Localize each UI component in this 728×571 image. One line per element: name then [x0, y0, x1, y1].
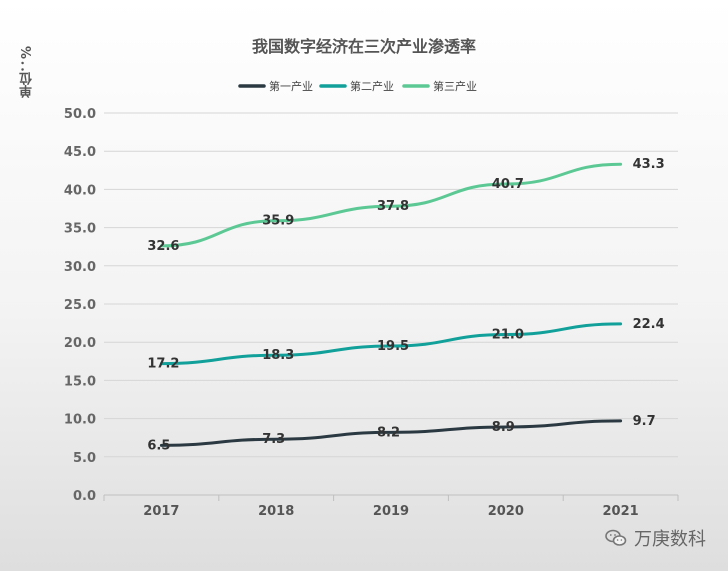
x-tick-label: 2019 [373, 504, 409, 519]
y-tick-label: 45.0 [64, 145, 96, 160]
y-tick-label: 35.0 [64, 222, 96, 237]
x-tick-label: 2018 [258, 504, 294, 519]
series-line [159, 322, 623, 366]
y-tick-label: 15.0 [64, 374, 96, 389]
data-label: 18.3 [262, 348, 294, 363]
data-label: 7.3 [262, 432, 285, 447]
watermark-text: 万庚数科 [634, 529, 706, 550]
data-label: 21.0 [492, 328, 524, 343]
y-tick-label: 20.0 [64, 336, 96, 351]
x-axis-ticks: 2017 2018 2019 2020 2021 [143, 504, 638, 519]
y-tick-label: 50.0 [64, 107, 96, 122]
data-label: 8.9 [492, 420, 515, 435]
series-line [159, 419, 623, 447]
data-labels: 6.5 7.3 8.2 8.9 9.7 17.2 18.3 19.5 21.0 22.4 32.6 3… [147, 157, 664, 453]
data-label: 32.6 [147, 239, 179, 254]
y-tick-label: 5.0 [73, 451, 96, 466]
series-line [159, 162, 623, 248]
data-label: 35.9 [262, 214, 294, 229]
y-axis-ticks: 0.0 5.0 10.0 15.0 20.0 25.0 30.0 35.0 40.0 45.0 50… [64, 107, 96, 504]
legend-label: 第二产业 [350, 79, 394, 93]
y-tick-label: 30.0 [64, 260, 96, 275]
series-lines [159, 162, 623, 447]
data-label: 9.7 [633, 414, 656, 429]
wechat-icon [605, 529, 627, 546]
data-label: 6.5 [147, 438, 170, 453]
legend: 第一产业 第二产业 第三产业 [238, 79, 477, 93]
y-tick-label: 25.0 [64, 298, 96, 313]
grid-lines [103, 112, 679, 501]
y-tick-label: 40.0 [64, 183, 96, 198]
legend-label: 第三产业 [433, 79, 477, 93]
data-label: 19.5 [377, 339, 409, 354]
data-label: 40.7 [492, 177, 524, 192]
x-tick-label: 2020 [488, 504, 524, 519]
data-label: 37.8 [377, 199, 409, 214]
data-label: 17.2 [147, 357, 179, 372]
y-axis-label: 单位：% [20, 46, 35, 99]
data-label: 22.4 [633, 317, 665, 332]
chart-title: 我国数字经济在三次产业渗透率 [252, 37, 476, 56]
data-label: 43.3 [633, 157, 665, 172]
legend-label: 第一产业 [269, 79, 313, 93]
x-tick-label: 2021 [603, 504, 639, 519]
x-tick-label: 2017 [143, 504, 179, 519]
y-tick-label: 0.0 [73, 489, 96, 504]
watermark: 万庚数科 [604, 525, 706, 551]
y-tick-label: 10.0 [64, 413, 96, 428]
data-label: 8.2 [377, 425, 400, 440]
